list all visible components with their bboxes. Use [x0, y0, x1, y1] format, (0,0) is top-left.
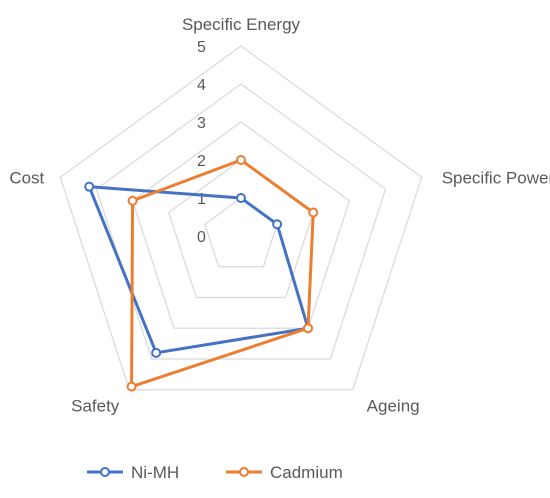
radial-tick-label: 3: [197, 115, 206, 132]
data-point: [84, 181, 95, 192]
data-point: [236, 155, 246, 165]
axis-label: Specific Power: [442, 168, 550, 187]
data-point: [272, 219, 283, 230]
data-point: [127, 195, 138, 206]
radial-tick-label: 4: [197, 77, 206, 94]
series-ni-mh: [84, 181, 314, 358]
grid-ring-4: [95, 83, 387, 360]
axis-label: Ageing: [367, 397, 420, 416]
axis-labels: Specific Energy Specific Power Ageing Safet…: [9, 15, 550, 416]
data-point: [151, 347, 162, 358]
legend-item: Ni-MH: [87, 463, 179, 482]
radial-tick-label: 2: [197, 153, 206, 170]
radial-tick-labels: 0 1 2 3 4 5: [197, 39, 206, 246]
legend-marker: [239, 467, 249, 477]
series-layer: [84, 155, 319, 392]
series-cadmium: [126, 155, 319, 392]
legend: Ni-MH Cadmium: [87, 463, 343, 482]
series-line: [130, 158, 315, 389]
grid-ring-1: [204, 197, 278, 268]
data-point: [303, 323, 314, 334]
grid-ring-3: [131, 121, 351, 329]
axis-label: Safety: [71, 397, 120, 416]
series-line: [87, 185, 310, 355]
legend-label: Ni-MH: [131, 463, 179, 482]
legend-marker: [100, 467, 110, 477]
axis-label: Specific Energy: [182, 15, 301, 34]
axis-label: Cost: [9, 168, 44, 187]
legend-item: Cadmium: [226, 463, 343, 482]
radial-tick-label: 5: [197, 39, 206, 56]
data-point: [126, 381, 137, 392]
data-point: [236, 193, 246, 203]
legend-label: Cadmium: [270, 463, 343, 482]
data-point: [308, 207, 319, 218]
grid-ring-5: [59, 45, 423, 391]
radial-tick-label: 1: [197, 191, 206, 208]
radial-tick-label: 0: [197, 229, 206, 246]
